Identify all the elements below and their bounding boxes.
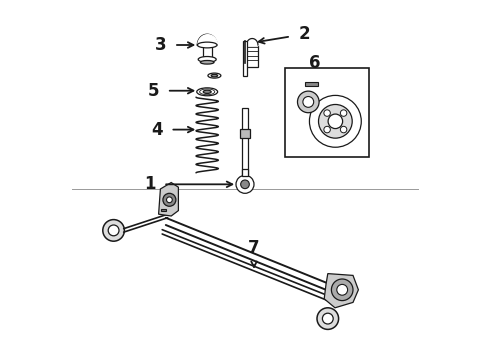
Circle shape	[167, 197, 172, 203]
Bar	[202, 45, 212, 59]
Bar	[246, 45, 258, 67]
Circle shape	[322, 313, 333, 324]
Bar	[305, 82, 318, 86]
Circle shape	[324, 110, 330, 116]
Circle shape	[341, 110, 347, 116]
Ellipse shape	[200, 60, 214, 64]
Ellipse shape	[211, 75, 218, 77]
Polygon shape	[324, 274, 358, 308]
Circle shape	[103, 220, 124, 241]
Bar	[242, 169, 248, 176]
Text: 1: 1	[144, 175, 155, 193]
Circle shape	[297, 91, 319, 113]
Circle shape	[108, 225, 119, 236]
Ellipse shape	[208, 73, 221, 78]
Circle shape	[317, 308, 339, 329]
Circle shape	[163, 193, 176, 206]
Ellipse shape	[203, 90, 211, 94]
Ellipse shape	[197, 42, 217, 48]
Circle shape	[303, 96, 314, 107]
Circle shape	[324, 126, 330, 133]
Text: 6: 6	[310, 54, 321, 72]
Circle shape	[337, 284, 347, 295]
Ellipse shape	[198, 57, 216, 62]
Circle shape	[328, 114, 343, 129]
Circle shape	[241, 180, 249, 189]
Circle shape	[341, 126, 347, 133]
Circle shape	[331, 279, 353, 301]
Bar	[285, 68, 369, 157]
Text: 5: 5	[147, 82, 159, 100]
Bar	[161, 209, 166, 211]
Polygon shape	[159, 183, 178, 216]
Text: 3: 3	[154, 36, 166, 54]
Text: 7: 7	[248, 239, 260, 257]
Bar	[240, 129, 250, 138]
Ellipse shape	[197, 88, 218, 96]
Circle shape	[310, 95, 361, 147]
Text: 2: 2	[298, 25, 310, 43]
Bar	[243, 41, 247, 76]
Text: 4: 4	[151, 121, 163, 139]
Bar	[242, 108, 248, 175]
Circle shape	[318, 104, 352, 138]
Circle shape	[236, 175, 254, 193]
